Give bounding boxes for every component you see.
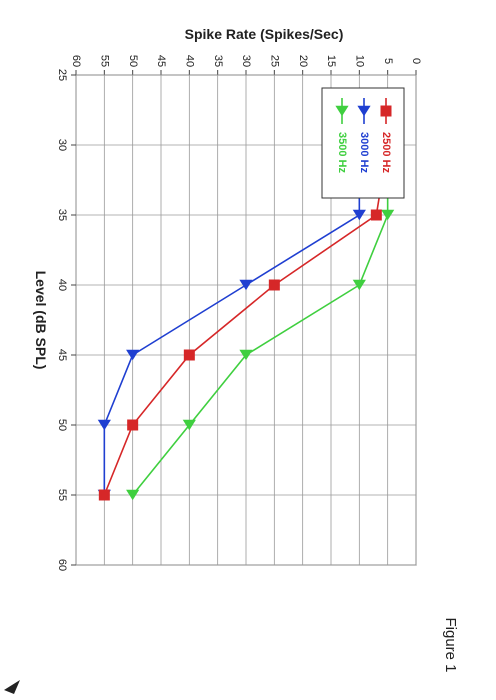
series-line-3500-hz bbox=[132, 145, 389, 496]
x-tick-label: 60 bbox=[56, 559, 68, 571]
x-tick-label: 30 bbox=[56, 139, 68, 151]
chart-labels: Spike Rate (Spikes/Sec) Level (dB SPL) F… bbox=[33, 26, 459, 673]
data-point-3500-hz bbox=[352, 279, 366, 291]
series-line-2500-hz bbox=[103, 144, 389, 496]
y-tick-label: 40 bbox=[183, 55, 195, 67]
y-tick-label: 55 bbox=[98, 55, 110, 67]
legend-marker-3500-hz bbox=[335, 105, 349, 117]
x-tick-label: 40 bbox=[56, 279, 68, 291]
data-point-3500-hz bbox=[126, 489, 140, 501]
legend-label-2500-hz: 2500 Hz bbox=[380, 132, 392, 173]
x-axis-title: Level (dB SPL) bbox=[33, 271, 49, 370]
y-tick-label: 35 bbox=[212, 55, 224, 67]
y-tick-label: 0 bbox=[410, 58, 422, 64]
y-axis-title: Spike Rate (Spikes/Sec) bbox=[185, 26, 344, 42]
data-point-2500-hz bbox=[127, 419, 139, 431]
data-point-3000-hz bbox=[239, 279, 253, 291]
y-tick-label: 25 bbox=[268, 55, 280, 67]
data-point-3000-hz bbox=[352, 209, 366, 221]
x-tick-label: 45 bbox=[56, 349, 68, 361]
x-tick-label: 55 bbox=[56, 489, 68, 501]
data-point-3000-hz bbox=[97, 419, 111, 431]
series-line-3000-hz bbox=[103, 145, 361, 495]
legend-marker-2500-hz bbox=[380, 105, 392, 117]
legend-label-3500-hz: 3500 Hz bbox=[336, 132, 348, 173]
y-tick-label: 45 bbox=[155, 55, 167, 67]
data-point-3500-hz bbox=[381, 209, 395, 221]
data-point-3000-hz bbox=[126, 349, 140, 361]
cursor-arrow-icon bbox=[4, 680, 20, 694]
data-point-2500-hz bbox=[98, 489, 110, 501]
data-point-2500-hz bbox=[183, 349, 195, 361]
data-point-3500-hz bbox=[239, 349, 253, 361]
x-tick-label: 25 bbox=[56, 69, 68, 81]
y-tick-label: 20 bbox=[297, 55, 309, 67]
y-tick-label: 50 bbox=[127, 55, 139, 67]
data-point-2500-hz bbox=[370, 209, 382, 221]
legend-label-3000-hz: 3000 Hz bbox=[358, 132, 370, 173]
y-tick-label: 10 bbox=[353, 55, 365, 67]
y-tick-label: 5 bbox=[382, 58, 394, 64]
x-tick-label: 35 bbox=[56, 209, 68, 221]
x-tick-label: 50 bbox=[56, 419, 68, 431]
y-tick-label: 60 bbox=[70, 55, 82, 67]
legend-marker-3000-hz bbox=[357, 105, 371, 117]
y-tick-label: 30 bbox=[240, 55, 252, 67]
figure-caption: Figure 1 bbox=[442, 617, 459, 672]
data-point-2500-hz bbox=[268, 279, 280, 291]
data-point-3500-hz bbox=[182, 419, 196, 431]
y-tick-label: 15 bbox=[325, 55, 337, 67]
legend: 2500 Hz 3000 Hz 3500 Hz bbox=[4, 87, 405, 694]
